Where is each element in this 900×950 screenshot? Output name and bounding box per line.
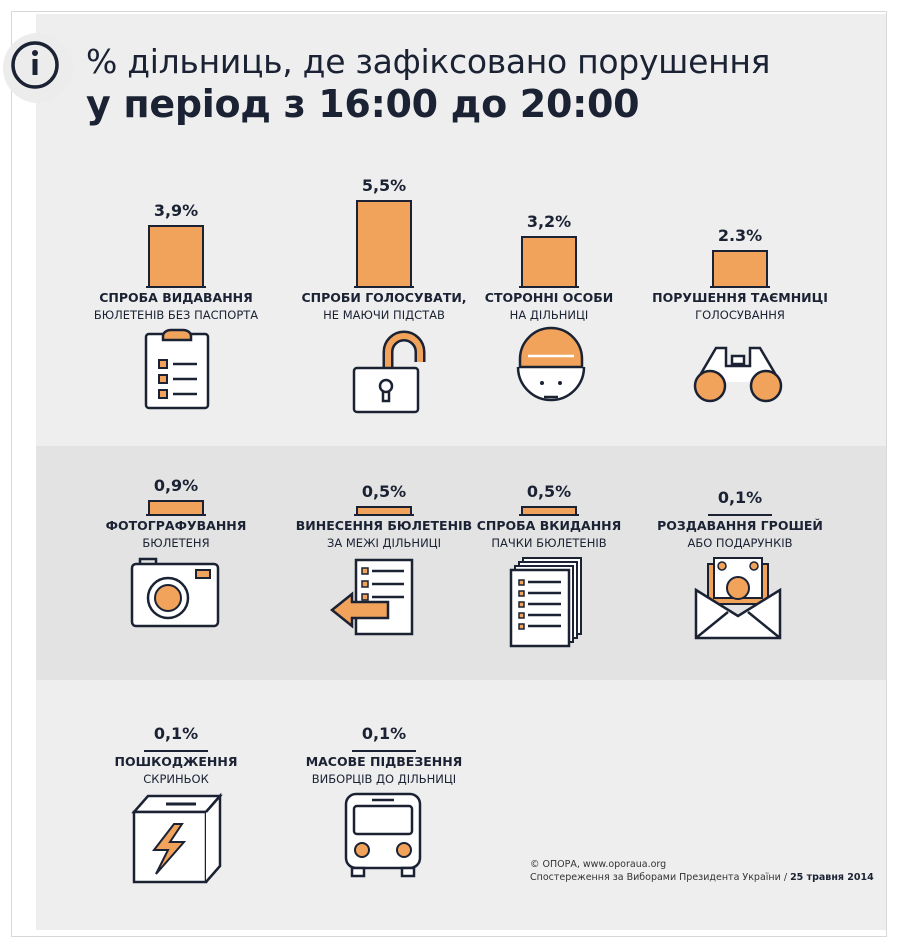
chart-title-line-2: у період з 16:00 до 20:00 bbox=[86, 82, 640, 126]
category-sublabel: БЮЛЕТЕНЯ bbox=[142, 536, 210, 550]
bar bbox=[712, 250, 768, 286]
info-badge bbox=[3, 33, 73, 103]
category-sublabel: НА ДІЛЬНИЦІ bbox=[509, 308, 589, 322]
category-label: СПРОБА ВКИДАННЯ bbox=[476, 518, 622, 533]
footer-source: Спостереження за Виборами Президента Укр… bbox=[530, 872, 874, 883]
value-label: 0,5% bbox=[526, 482, 572, 502]
category-sublabel: НЕ МАЮЧИ ПІДСТАВ bbox=[323, 308, 445, 322]
bar-baseline bbox=[144, 750, 208, 752]
category-sublabel: ПАЧКИ БЮЛЕТЕНІВ bbox=[491, 536, 607, 550]
value-label: 0,1% bbox=[717, 488, 763, 507]
ballot-stack-icon bbox=[497, 554, 597, 658]
bar-baseline bbox=[146, 286, 206, 288]
bar bbox=[521, 506, 577, 514]
bar-baseline bbox=[710, 286, 770, 288]
chart-title-line-1: % дільниць, де зафіксовано порушення bbox=[86, 42, 771, 81]
bar-baseline bbox=[519, 286, 579, 288]
value-label: 0,5% bbox=[361, 482, 407, 502]
footer-copyright: © ОПОРА, www.oporaua.org bbox=[530, 859, 667, 870]
category-label: СПРОБА ВИДАВАННЯ bbox=[99, 290, 253, 305]
bar-baseline bbox=[354, 514, 414, 516]
bar-baseline bbox=[354, 286, 414, 288]
footer-date: 25 травня 2014 bbox=[790, 872, 874, 883]
bar-baseline bbox=[519, 514, 579, 516]
binoculars-icon bbox=[688, 328, 788, 422]
bar bbox=[521, 235, 577, 286]
category-label: ВИНЕСЕННЯ БЮЛЕТЕНІВ bbox=[295, 518, 473, 533]
category-sublabel: ГОЛОСУВАННЯ bbox=[695, 308, 785, 322]
value-label: 3,2% bbox=[526, 211, 572, 231]
bar bbox=[148, 225, 204, 286]
footer-source-text: Спостереження за Виборами Президента Укр… bbox=[530, 872, 788, 883]
category-sublabel: СКРИНЬОК bbox=[143, 772, 209, 786]
bar bbox=[356, 200, 412, 286]
money-envelope-icon bbox=[688, 554, 788, 648]
category-label: МАСОВЕ ПІДВЕЗЕННЯ bbox=[305, 754, 463, 769]
category-label: ПОШКОДЖЕННЯ bbox=[114, 754, 238, 769]
bar bbox=[356, 506, 412, 514]
value-label: 0,9% bbox=[153, 475, 199, 495]
category-sublabel: ВИБОРЦІВ ДО ДІЛЬНИЦІ bbox=[311, 772, 457, 786]
document-arrow-icon bbox=[326, 554, 426, 648]
category-label: СПРОБИ ГОЛОСУВАТИ, bbox=[301, 290, 467, 305]
bar-baseline bbox=[708, 514, 772, 516]
damaged-box-icon bbox=[126, 790, 226, 894]
bar bbox=[148, 499, 204, 514]
worker-face-icon bbox=[506, 323, 596, 417]
category-sublabel: АБО ПОДАРУНКІВ bbox=[687, 536, 793, 550]
value-label: 0,1% bbox=[361, 724, 407, 743]
category-label: РОЗДАВАННЯ ГРОШЕЙ bbox=[657, 518, 823, 533]
value-label: 3,9% bbox=[153, 201, 199, 221]
camera-icon bbox=[126, 554, 226, 638]
category-label: СТОРОННІ ОСОБИ bbox=[484, 290, 614, 305]
category-sublabel: БЮЛЕТЕНІВ БЕЗ ПАСПОРТА bbox=[93, 308, 259, 322]
value-label: 5,5% bbox=[361, 176, 407, 195]
padlock-icon bbox=[344, 328, 434, 422]
category-label: ПОРУШЕННЯ ТАЄМНИЦІ bbox=[652, 290, 828, 305]
bar-baseline bbox=[352, 750, 416, 752]
bus-icon bbox=[338, 790, 428, 884]
category-label: ФОТОГРАФУВАННЯ bbox=[105, 518, 247, 533]
value-label: 0,1% bbox=[153, 724, 199, 743]
bar-baseline bbox=[146, 514, 206, 516]
info-icon bbox=[11, 41, 59, 89]
category-sublabel: ЗА МЕЖІ ДІЛЬНИЦІ bbox=[326, 536, 441, 550]
page-frame bbox=[11, 11, 887, 937]
clipboard-icon bbox=[131, 326, 221, 420]
value-label: 2.3% bbox=[717, 226, 763, 246]
